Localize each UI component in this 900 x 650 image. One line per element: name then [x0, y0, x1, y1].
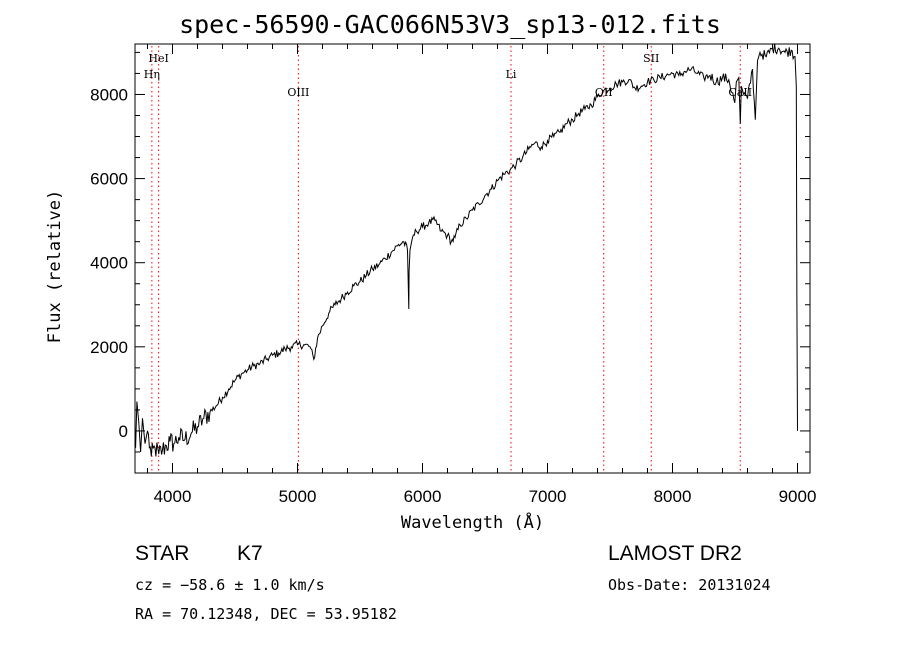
spectral-line-label: Li	[506, 68, 517, 81]
plot-frame	[134, 43, 811, 474]
x-tick-label: 7000	[529, 487, 567, 506]
y-tick-label: 2000	[90, 338, 128, 357]
x-tick-label: 6000	[404, 487, 442, 506]
spectral-line-label: SII	[643, 52, 659, 65]
spectral-line-label: OII	[595, 86, 613, 99]
spectral-line-label: CaII	[728, 86, 752, 99]
x-axis-label: Wavelength (Å)	[401, 511, 544, 533]
redshift-cz: cz = −58.6 ± 1.0 km/s	[135, 576, 325, 594]
spectral-line-label: Hη	[144, 68, 160, 81]
axis-ticks	[135, 44, 810, 474]
y-tick-label: 8000	[90, 85, 128, 104]
x-tick-label: 8000	[654, 487, 692, 506]
spectral-line-label: HeI	[148, 52, 168, 65]
y-tick-label: 0	[119, 422, 128, 441]
tick-labels: 4000 5000 6000 7000 8000 9000 0 2000 4000 6000 800…	[90, 85, 816, 506]
observation-date: Obs-Date: 20131024	[608, 576, 771, 594]
y-tick-label: 6000	[90, 170, 128, 189]
x-tick-label: 5000	[279, 487, 317, 506]
x-tick-label: 9000	[779, 487, 817, 506]
spectrum-series	[135, 43, 798, 457]
spectrum-line	[135, 43, 798, 457]
y-axis-label: Flux (relative)	[45, 190, 65, 344]
chart-title: spec-56590-GAC066N53V3_sp13-012.fits	[179, 10, 721, 39]
survey-name: LAMOST DR2	[608, 542, 742, 565]
spectral-line-labels: HeI Hη OIII Li OII SII CaII	[144, 52, 752, 99]
object-subclass: K7	[237, 542, 263, 565]
spectral-line-label: OIII	[287, 86, 309, 99]
x-tick-label: 4000	[154, 487, 192, 506]
object-class: STAR	[135, 542, 190, 565]
spectral-line-markers	[151, 46, 741, 472]
coordinates: RA = 70.12348, DEC = 53.95182	[135, 605, 397, 623]
y-tick-label: 4000	[90, 254, 128, 273]
